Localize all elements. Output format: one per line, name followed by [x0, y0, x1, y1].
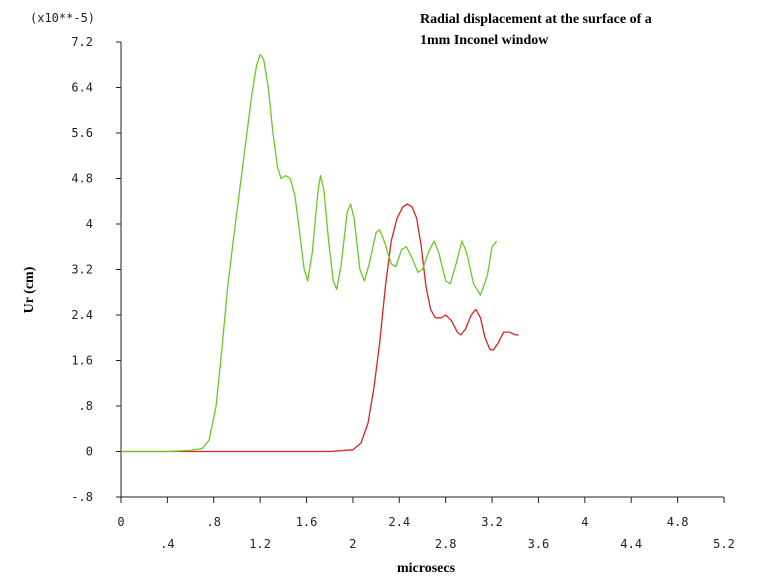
x-tick-label: 1.2	[249, 537, 271, 551]
series-line-1	[121, 203, 519, 453]
x-tick-label: 2.8	[435, 537, 457, 551]
y-tick-label: .8	[79, 399, 93, 413]
y-tick-label: 5.6	[71, 126, 93, 140]
x-tick-label: .8	[207, 515, 221, 529]
x-tick-label: 1.6	[296, 515, 318, 529]
x-tick-label: 2.4	[388, 515, 410, 529]
x-tick-label: 4.8	[667, 515, 689, 529]
y-tick-label: 1.6	[71, 354, 93, 368]
x-tick-label: 4	[581, 515, 588, 529]
axes: 0.4.81.21.622.42.83.23.644.44.85.27.26.4…	[71, 35, 735, 551]
x-tick-label: 0	[117, 515, 124, 529]
y-axis-multiplier: (x10**-5)	[30, 11, 95, 25]
x-tick-label: 4.4	[620, 537, 642, 551]
series-layer	[121, 53, 519, 453]
y-tick-label: 4	[86, 217, 93, 231]
series-line-0	[121, 53, 498, 453]
x-tick-label: 3.6	[528, 537, 550, 551]
y-tick-label: 4.8	[71, 172, 93, 186]
x-tick-label: 3.2	[481, 515, 503, 529]
y-tick-label: 7.2	[71, 35, 93, 49]
y-tick-label: -.8	[71, 490, 93, 504]
y-tick-label: 3.2	[71, 263, 93, 277]
y-tick-label: 0	[86, 445, 93, 459]
y-tick-label: 2.4	[71, 308, 93, 322]
x-axis-title: microsecs	[397, 561, 456, 576]
y-axis-title: Ur (cm)	[22, 266, 37, 313]
chart-title-line-2: 1mm Inconel window	[420, 33, 549, 48]
x-tick-label: 5.2	[713, 537, 735, 551]
x-tick-label: .4	[160, 537, 174, 551]
chart-title-line-1: Radial displacement at the surface of a	[420, 12, 652, 27]
y-tick-label: 6.4	[71, 81, 93, 95]
x-tick-label: 2	[349, 537, 356, 551]
